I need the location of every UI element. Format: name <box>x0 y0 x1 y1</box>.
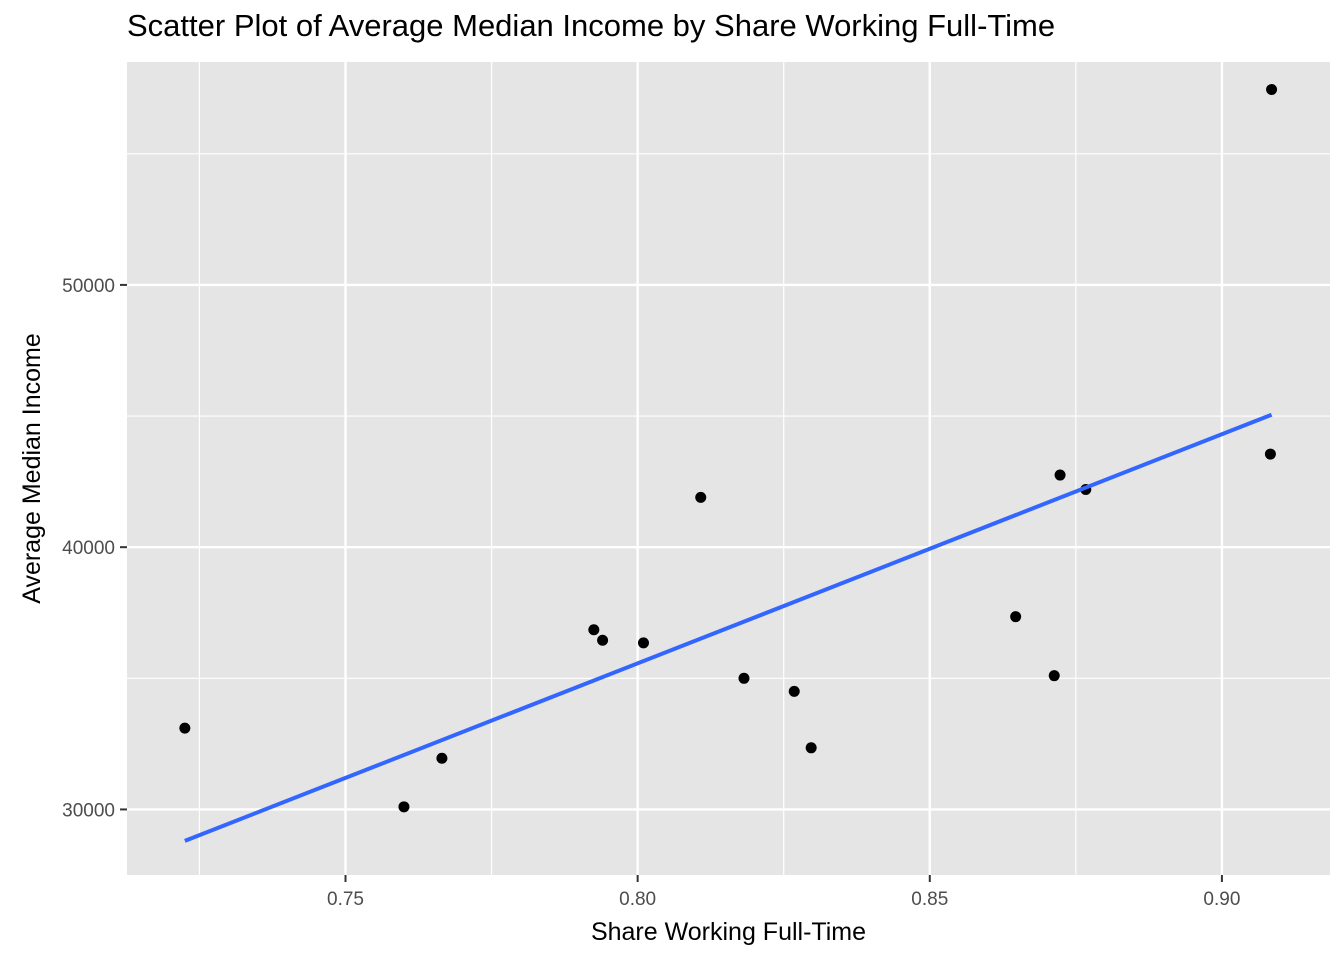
x-tick-label: 0.85 <box>911 889 948 910</box>
data-point <box>1010 611 1022 623</box>
data-point <box>695 491 707 503</box>
x-tick-label: 0.80 <box>619 889 656 910</box>
x-tick-label: 0.75 <box>327 889 364 910</box>
y-axis-title: Average Median Income <box>18 333 46 604</box>
data-point <box>1054 469 1066 481</box>
data-point <box>788 685 800 697</box>
y-tick-label: 30000 <box>62 800 115 821</box>
regression-line <box>184 412 1273 843</box>
data-point <box>1266 84 1278 96</box>
y-tick-label: 50000 <box>62 276 115 297</box>
x-tick-label: 0.90 <box>1203 889 1240 910</box>
panel-background <box>127 62 1330 875</box>
data-point <box>1048 670 1060 682</box>
data-point <box>597 634 609 646</box>
chart-title: Scatter Plot of Average Median Income by… <box>127 8 1056 43</box>
data-point <box>738 672 750 684</box>
x-axis-title: Share Working Full-Time <box>591 918 866 946</box>
data-point <box>805 742 817 754</box>
data-point <box>1264 448 1276 460</box>
data-point <box>588 624 600 636</box>
data-point <box>436 752 448 764</box>
y-tick-label: 40000 <box>62 538 115 559</box>
data-point <box>179 722 191 734</box>
data-point <box>637 637 649 649</box>
data-point <box>398 801 410 813</box>
